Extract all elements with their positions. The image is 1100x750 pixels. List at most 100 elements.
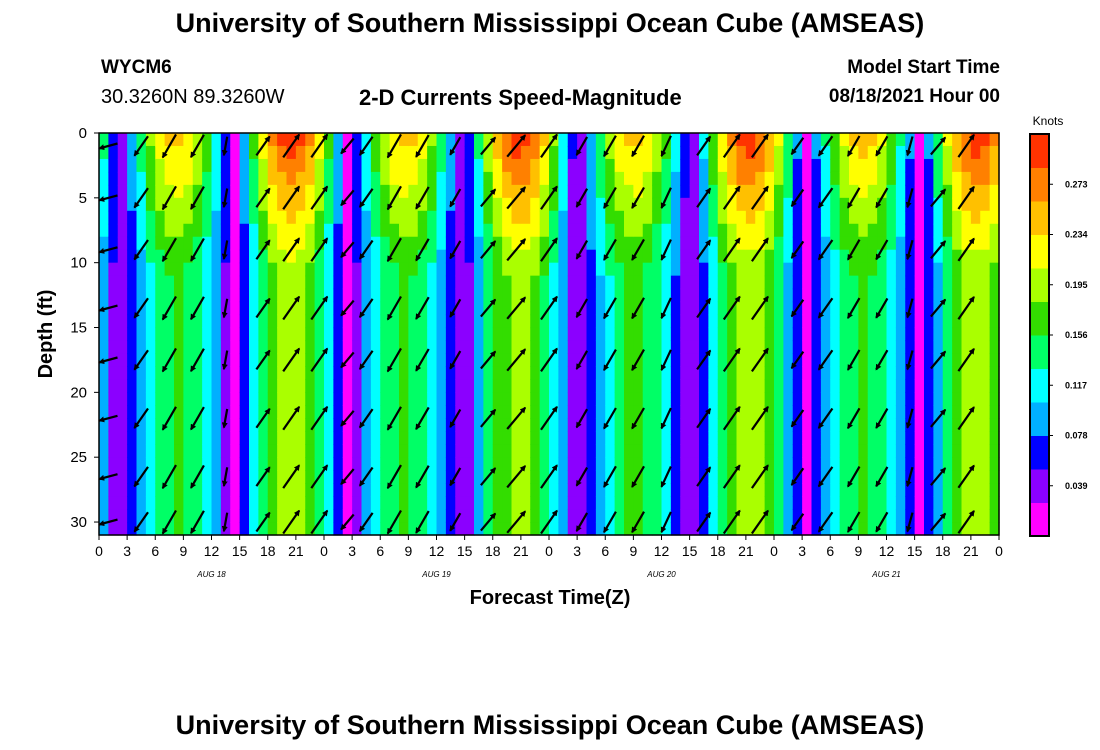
heatmap-cell — [680, 483, 691, 497]
heatmap-cell — [811, 522, 822, 536]
heatmap-cell — [727, 340, 738, 355]
heatmap-cell — [145, 522, 156, 536]
heatmap-cell — [708, 405, 719, 419]
heatmap-cell — [277, 197, 288, 212]
heatmap-cell — [595, 197, 606, 212]
heatmap-cell — [108, 483, 119, 497]
heatmap-cell — [399, 483, 409, 497]
heatmap-cell — [867, 392, 878, 406]
heatmap-cell — [661, 133, 672, 147]
heatmap-cell — [380, 223, 391, 238]
heatmap-cell — [108, 509, 119, 523]
colorbar-segment — [1030, 469, 1049, 503]
heatmap-cell — [952, 314, 963, 329]
heatmap-cell — [942, 301, 953, 316]
heatmap-cell — [811, 223, 822, 238]
current-vector-arrow — [310, 133, 329, 159]
y-tick-label: 5 — [79, 190, 87, 207]
heatmap-cell — [952, 197, 963, 212]
heatmap-cell — [145, 262, 156, 277]
heatmap-cell — [249, 197, 259, 212]
current-vector-arrow — [98, 356, 118, 365]
heatmap-cell — [99, 223, 109, 238]
heatmap-cell — [492, 288, 503, 303]
heatmap-cell — [952, 327, 963, 342]
heatmap-cell — [933, 210, 944, 225]
heatmap-cell — [652, 236, 663, 251]
current-vector-arrow — [386, 133, 402, 159]
x-tick-label: 21 — [738, 543, 754, 559]
heatmap-cell — [624, 522, 634, 536]
heatmap-cell — [811, 145, 822, 160]
heatmap-cell — [380, 158, 391, 173]
current-vector-arrow — [696, 239, 712, 260]
heatmap-cell — [736, 314, 747, 329]
heatmap-cell — [530, 496, 541, 510]
heatmap-cell — [717, 470, 728, 484]
heatmap-cell — [933, 133, 944, 147]
heatmap-cell — [633, 236, 644, 251]
heatmap-cell — [464, 327, 475, 342]
heatmap-cell — [970, 133, 981, 147]
heatmap-cell — [830, 509, 841, 523]
current-vector-arrow — [310, 405, 329, 431]
heatmap-cell — [914, 457, 925, 471]
heatmap-cell — [155, 133, 166, 147]
heatmap-cell — [286, 340, 297, 355]
heatmap-cell — [192, 418, 203, 432]
heatmap-cell — [267, 288, 278, 303]
current-vector-arrow — [696, 297, 712, 319]
heatmap-cell — [333, 379, 344, 393]
heatmap-cell — [239, 301, 250, 316]
heatmap-cell — [736, 158, 747, 173]
heatmap-cell — [839, 431, 850, 445]
heatmap-cell — [230, 366, 241, 380]
heatmap-cell — [370, 379, 381, 393]
heatmap-cell — [389, 457, 400, 471]
heatmap-cell — [211, 431, 222, 445]
heatmap-cell — [352, 133, 363, 147]
heatmap-cell — [530, 275, 541, 290]
heatmap-cell — [370, 158, 381, 173]
heatmap-cell — [117, 171, 128, 186]
heatmap-cell — [277, 184, 288, 199]
heatmap-cell — [324, 249, 334, 264]
heatmap-cell — [164, 145, 175, 160]
current-vector-arrow — [603, 135, 617, 158]
heatmap-cell — [577, 392, 588, 406]
heatmap-cell — [192, 133, 203, 147]
heatmap-cell — [895, 158, 906, 173]
heatmap-cell — [820, 184, 831, 199]
heatmap-cell — [867, 223, 878, 238]
heatmap-cell — [427, 457, 438, 471]
heatmap-cell — [436, 249, 447, 264]
heatmap-cell — [942, 418, 953, 432]
heatmap-cell — [670, 184, 681, 199]
heatmap-cell — [239, 210, 250, 225]
heatmap-cell — [277, 509, 288, 523]
heatmap-cell — [633, 392, 644, 406]
heatmap-cell — [474, 275, 484, 290]
heatmap-cell — [783, 405, 794, 419]
heatmap-cell — [924, 496, 934, 510]
heatmap-cell — [249, 145, 259, 160]
x-tick-label: 15 — [457, 543, 473, 559]
heatmap-cell — [886, 353, 897, 368]
heatmap-cell — [764, 379, 775, 393]
heatmap-cell — [652, 392, 663, 406]
heatmap-cell — [174, 327, 184, 342]
heatmap-cell — [614, 249, 625, 264]
heatmap-cell — [474, 431, 484, 445]
heatmap-cell — [295, 288, 306, 303]
heatmap-cell — [352, 301, 363, 316]
heatmap-cell — [595, 262, 606, 277]
heatmap-cell — [802, 236, 813, 251]
heatmap-cell — [614, 236, 625, 251]
heatmap-cell — [342, 379, 353, 393]
heatmap-cell — [492, 522, 503, 536]
heatmap-cell — [567, 366, 578, 380]
heatmap-cell — [483, 249, 494, 264]
heatmap-cell — [99, 327, 109, 342]
current-vector-arrow — [696, 135, 712, 157]
current-vector-arrow — [480, 512, 497, 532]
